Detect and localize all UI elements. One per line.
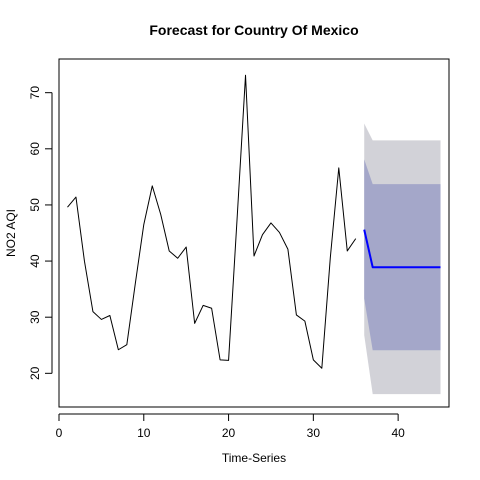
- series-lines: [67, 74, 441, 369]
- forecast-line: [363, 229, 441, 269]
- y-tick-label: 60: [28, 142, 42, 156]
- x-tick-label: 10: [137, 426, 151, 440]
- forecast-band-1: [364, 159, 441, 351]
- y-tick-label: 40: [28, 254, 42, 268]
- x-tick-label: 0: [56, 426, 63, 440]
- plot-frame: [58, 58, 450, 408]
- x-axis: 0 10 20 30 40: [56, 413, 405, 440]
- x-axis-label: Time-Series: [222, 451, 286, 465]
- y-tick-label: 70: [28, 86, 42, 100]
- y-tick-label: 50: [28, 198, 42, 212]
- x-tick-label: 40: [391, 426, 405, 440]
- y-axis-label: NO2 AQI: [4, 209, 18, 257]
- x-tick-label: 20: [222, 426, 236, 440]
- y-tick-label: 20: [28, 366, 42, 380]
- x-tick-label: 30: [307, 426, 321, 440]
- y-tick-label: 30: [28, 310, 42, 324]
- history-line: [67, 74, 357, 369]
- chart-title: Forecast for Country Of Mexico: [149, 22, 358, 38]
- y-axis: 20 30 40 50 60 70: [28, 86, 53, 380]
- forecast-intervals: [364, 123, 441, 395]
